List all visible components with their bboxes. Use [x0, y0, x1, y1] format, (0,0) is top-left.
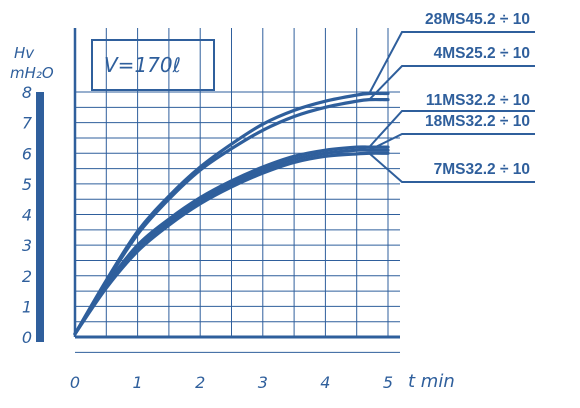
y-tick-label: 0: [22, 328, 32, 347]
x-tick-label: 4: [320, 373, 330, 392]
chart-grid: [73, 28, 400, 353]
series-label-1: 28MS45.2 ÷ 10: [425, 11, 530, 28]
series-label-3: 11MS32.2 ÷ 10: [426, 92, 530, 109]
x-tick-label: 2: [195, 373, 205, 392]
y-tick-label: 5: [22, 175, 32, 194]
y-axis-bar: [36, 92, 44, 342]
x-tick-label: 1: [133, 373, 143, 392]
y-tick-label: 7: [22, 114, 33, 133]
y-tick-label: 3: [22, 236, 32, 255]
y-tick-label: 6: [22, 144, 32, 163]
series-line-3: [73, 145, 390, 336]
annotation-box: [91, 39, 215, 91]
series-leader-line-5: [368, 152, 535, 183]
x-tick-label: 5: [383, 373, 393, 392]
x-tick-label: 3: [258, 373, 268, 392]
series-leader-line-3: [368, 110, 535, 148]
y-tick-label: 2: [22, 267, 32, 286]
y-tick-label: 4: [22, 206, 32, 225]
x-tick-label: 0: [70, 373, 80, 392]
series-leader-line-2: [368, 65, 535, 101]
series-leader-line-4: [368, 133, 535, 152]
y-tick-label: 1: [22, 297, 32, 316]
chart-legend-labels: 28MS45.2 ÷ 10 4MS25.2 ÷ 10 11MS32.2 ÷ 10 18…: [368, 11, 535, 183]
series-leader-line-1: [368, 31, 535, 95]
volume-annotation: V=170ℓ: [104, 53, 181, 77]
series-line-5: [73, 151, 390, 336]
series-label-2: 4MS25.2 ÷ 10: [434, 45, 530, 62]
chart-ticks: 0 1 2 3 4 5 0 1 2 3 4 5 6 7 8: [22, 83, 393, 392]
series-line-1: [73, 91, 390, 336]
series-label-5: 7MS32.2 ÷ 10: [434, 161, 530, 178]
series-line-4: [73, 148, 390, 336]
y-tick-label: 8: [22, 83, 32, 102]
x-axis-label: t min: [408, 371, 455, 392]
series-line-2: [73, 97, 390, 336]
series-label-4: 18MS32.2 ÷ 10: [425, 113, 530, 130]
y-axis-label-unit: mH₂O: [10, 64, 54, 82]
chart-curves: [73, 91, 390, 336]
y-axis-label-quantity: Hv: [14, 44, 35, 62]
